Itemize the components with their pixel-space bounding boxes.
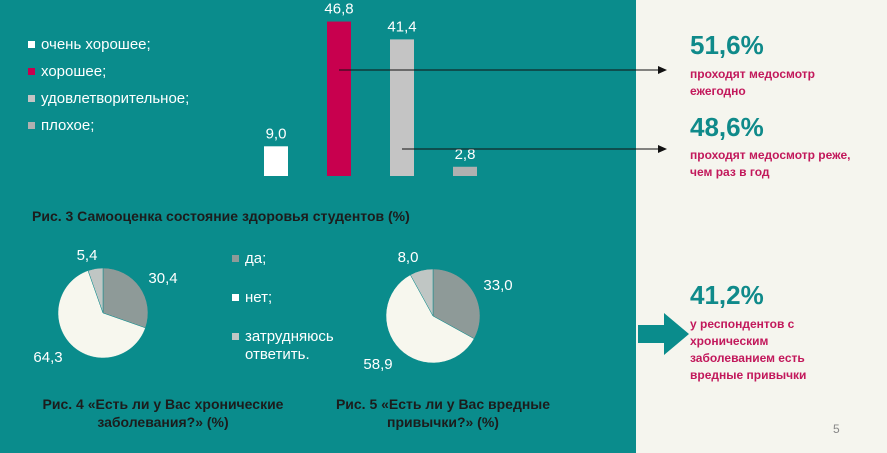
stat-percent: 48,6% (690, 112, 764, 142)
bar-value-label: 41,4 (387, 18, 416, 35)
bar (327, 21, 351, 177)
legend-swatch (28, 95, 35, 102)
bar-value-label: 9,0 (266, 125, 287, 142)
page-number: 5 (833, 422, 840, 436)
stat-text: проходят медосмотр ежегодно (690, 66, 815, 100)
pie-slice (87, 267, 104, 314)
legend-swatch (232, 255, 239, 262)
legend-swatch (232, 294, 239, 301)
legend-swatch (232, 333, 239, 340)
pie-slice (409, 268, 434, 317)
legend-label: затрудняюсь ответить. (245, 328, 334, 363)
legend-label: хорошее; (41, 63, 107, 80)
bar-legend-item: плохое; (28, 117, 94, 134)
pie-value-label: 8,0 (398, 249, 419, 266)
pie-value-label: 58,9 (363, 356, 392, 373)
pie-slice (57, 270, 146, 359)
stats-panel (636, 0, 887, 453)
bar (390, 39, 414, 176)
bar-chart-title: Рис. 3 Самооценка состояние здоровья сту… (32, 208, 410, 224)
pointer-arrow-head (658, 145, 667, 153)
legend-swatch (28, 41, 35, 48)
legend-label: удовлетворительное; (41, 90, 190, 107)
pie-slice (432, 268, 481, 340)
stat-text-line: вредные привычки (690, 368, 807, 382)
pie-value-label: 5,4 (77, 247, 98, 264)
stat-text-line: заболеванием есть (690, 351, 805, 365)
bar-value-label: 2,8 (455, 146, 476, 163)
pie-value-label: 33,0 (483, 277, 512, 294)
bar-legend-item: удовлетворительное; (28, 90, 189, 107)
pie-legend-item: нет; (232, 289, 272, 306)
bar (264, 146, 288, 176)
stat-text-line: чем раз в год (690, 165, 770, 179)
bar-legend-item: очень хорошее; (28, 36, 151, 53)
stat-percent: 41,2% (690, 280, 764, 310)
pie-slice (385, 274, 475, 364)
bar (453, 166, 477, 176)
stat-text-line: ежегодно (690, 84, 746, 98)
legend-swatch (28, 68, 35, 75)
legend-swatch (28, 122, 35, 129)
stat-text-line: проходят медосмотр реже, (690, 148, 851, 162)
pie2-title: Рис. 5 «Есть ли у Вас вредные привычки?»… (335, 396, 551, 430)
teal-panel (0, 0, 636, 453)
pie-slice (102, 267, 149, 329)
stat-text-line: проходят медосмотр (690, 67, 815, 81)
pie-legend-item: да; (232, 250, 266, 267)
bar-legend-item: хорошее; (28, 63, 106, 80)
pie-legend-item: затрудняюсь ответить. (232, 328, 362, 364)
pie-value-label: 30,4 (148, 270, 177, 287)
legend-label: да; (245, 250, 267, 267)
stat-text: у респондентов с хроническим заболевание… (690, 316, 806, 384)
teal-arrow (638, 313, 689, 355)
legend-label: нет; (245, 289, 273, 306)
pie-value-label: 64,3 (33, 349, 62, 366)
legend-label: плохое; (41, 117, 95, 134)
pie1-title: Рис. 4 «Есть ли у Вас хронические заболе… (42, 396, 284, 430)
bar-value-label: 46,8 (324, 1, 353, 18)
stat-text: проходят медосмотр реже, чем раз в год (690, 147, 851, 181)
pointer-arrow-head (658, 66, 667, 74)
legend-label: очень хорошее; (41, 36, 151, 53)
stat-text-line: у респондентов с (690, 317, 795, 331)
stat-percent: 51,6% (690, 30, 764, 60)
stat-text-line: хроническим (690, 334, 769, 348)
